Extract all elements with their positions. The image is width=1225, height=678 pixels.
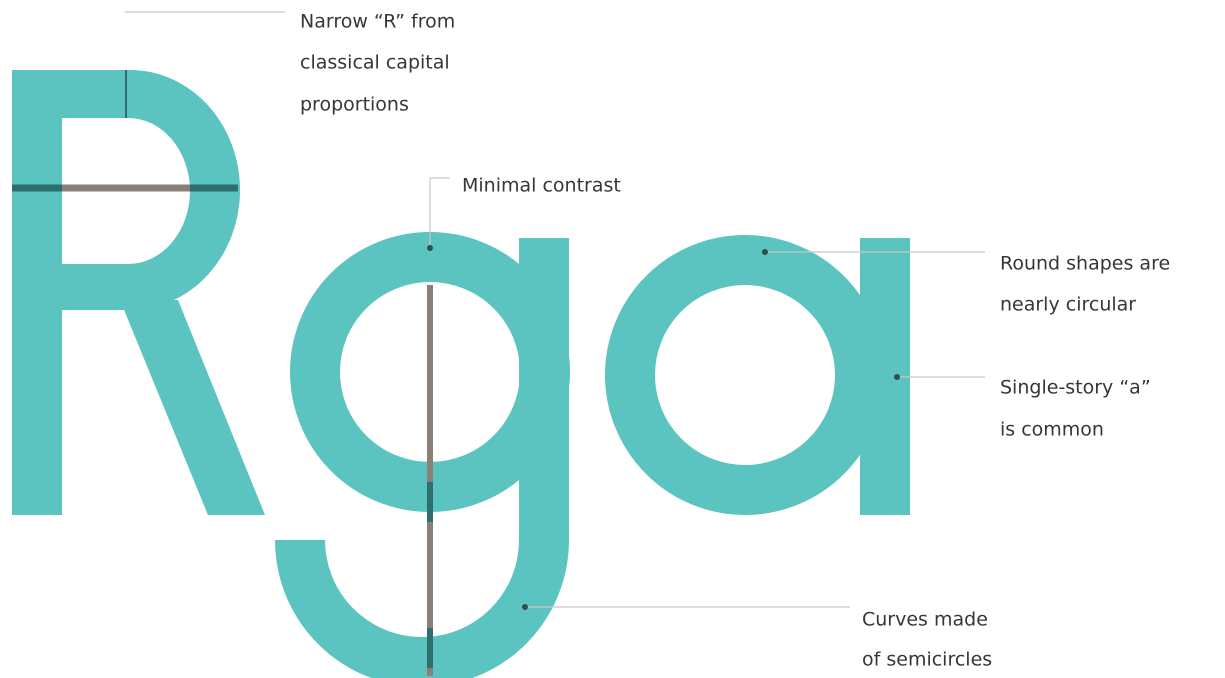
leader-dot [894, 374, 900, 380]
letter-g [275, 232, 570, 678]
letter-r [12, 70, 265, 515]
annotation: Round shapes are [1000, 253, 1170, 275]
letter-a [605, 235, 910, 515]
leader-dot [762, 249, 768, 255]
annotation: nearly circular [1000, 294, 1136, 316]
annotation: Curves made [862, 609, 988, 631]
leader-line [429, 177, 450, 248]
annotation: of semicircles [862, 649, 992, 671]
leader-dot [427, 245, 433, 251]
annotation: Narrow “R” from [300, 11, 455, 33]
annotation: classical capital [300, 52, 450, 74]
annotation: Minimal contrast [462, 175, 621, 197]
annotation: Single-story “a” [1000, 377, 1151, 399]
leader-dot [522, 604, 528, 610]
annotation: proportions [300, 94, 409, 116]
annotation: is common [1000, 419, 1104, 441]
